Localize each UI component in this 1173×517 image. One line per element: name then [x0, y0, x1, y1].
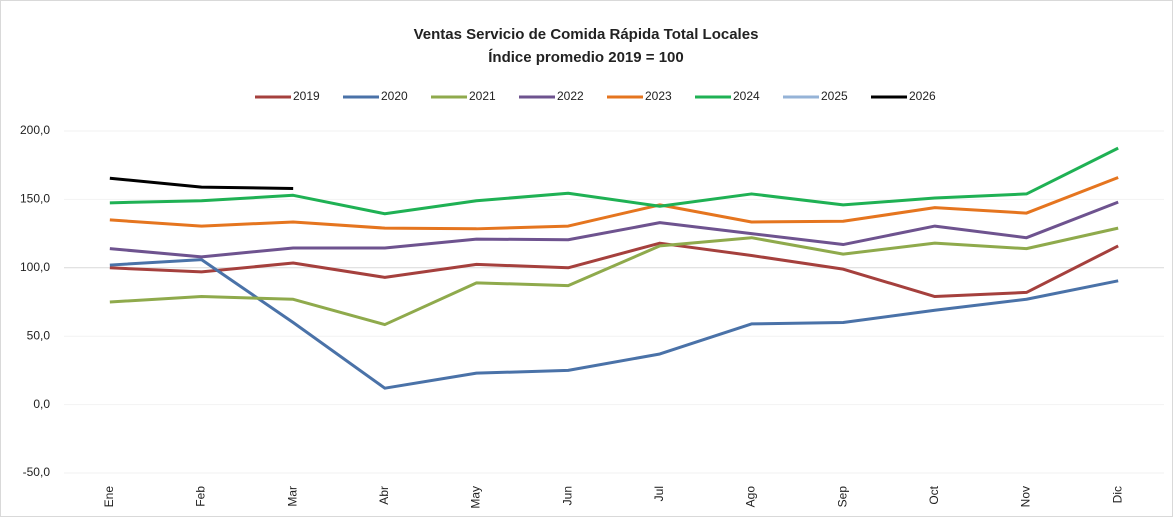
- legend-label: 2025: [821, 89, 848, 103]
- line-series: [109, 200, 1119, 259]
- legend-label: 2019: [293, 89, 320, 103]
- y-tick-label: -50,0: [23, 465, 51, 479]
- x-tick-label: Oct: [927, 485, 941, 504]
- x-tick-label: May: [469, 486, 483, 509]
- chart-subtitle: Índice promedio 2019 = 100: [488, 49, 684, 66]
- x-tick-label: Ene: [102, 486, 116, 508]
- line-series: [109, 176, 1119, 231]
- line-series: [109, 176, 294, 190]
- chart-title: Ventas Servicio de Comida Rápida Total L…: [414, 26, 759, 43]
- y-tick-label: 200,0: [20, 123, 50, 137]
- line-series: [109, 258, 1119, 390]
- x-tick-label: Dic: [1110, 486, 1124, 503]
- x-tick-label: Sep: [835, 486, 849, 508]
- x-tick-label: Jul: [652, 486, 666, 501]
- x-tick-label: Nov: [1019, 486, 1033, 507]
- x-tick-label: Jun: [560, 486, 574, 505]
- legend-label: 2022: [557, 89, 584, 103]
- legend-label: 2023: [645, 89, 672, 103]
- y-tick-label: 100,0: [20, 260, 50, 274]
- x-tick-label: Abr: [377, 486, 391, 505]
- legend-label: 2021: [469, 89, 496, 103]
- y-tick-label: 150,0: [20, 192, 50, 206]
- y-tick-label: 0,0: [33, 397, 50, 411]
- y-tick-label: 50,0: [27, 328, 51, 342]
- x-tick-label: Ago: [744, 486, 758, 508]
- legend-label: 2024: [733, 89, 760, 103]
- line-series: [109, 241, 1119, 299]
- line-series: [109, 226, 1119, 327]
- x-tick-label: Mar: [285, 486, 299, 507]
- legend-label: 2020: [381, 89, 408, 103]
- legend-label: 2026: [909, 89, 936, 103]
- x-tick-label: Feb: [194, 486, 208, 507]
- line-series: [109, 146, 1119, 216]
